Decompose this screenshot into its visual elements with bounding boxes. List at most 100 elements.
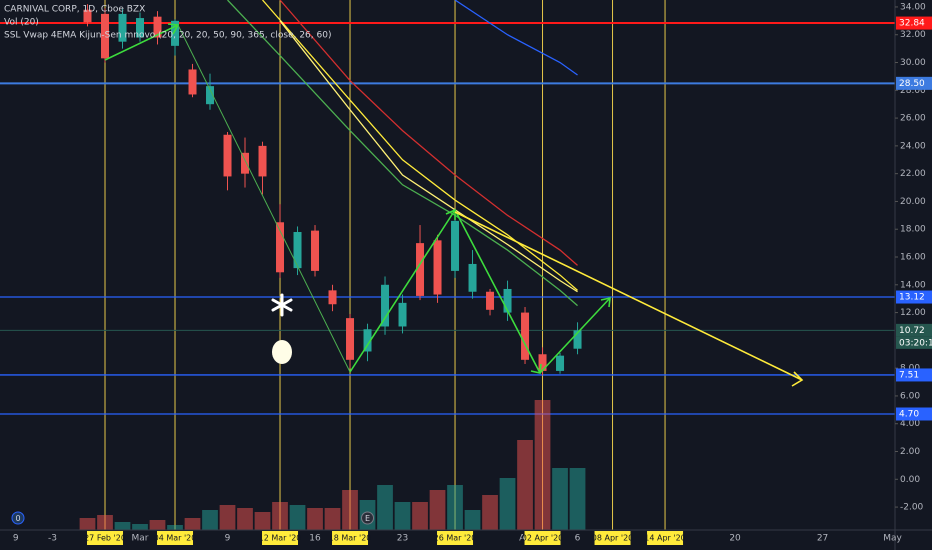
volume-bar <box>324 508 341 530</box>
indicator-line <box>262 0 578 291</box>
x-tick-label: Mar <box>132 534 149 544</box>
volume-bar <box>237 508 253 530</box>
volume-bar <box>289 505 306 530</box>
y-tick-label: 32.00 <box>900 30 926 40</box>
volume-bar <box>272 502 288 530</box>
countdown-label: 03:20:13 <box>899 338 932 348</box>
volume-bar <box>342 490 358 530</box>
x-tick-highlight <box>524 531 561 545</box>
candle-body <box>223 134 232 177</box>
indicator-label: Vol (20) <box>4 18 39 28</box>
x-tick-label: 02 Apr '20 <box>522 534 563 543</box>
indicator-line <box>227 0 578 307</box>
volume-bar <box>534 400 551 530</box>
volume-bar <box>184 518 201 530</box>
price-tag-label: 32.84 <box>899 19 925 29</box>
price-tag-label: 13.12 <box>899 293 925 303</box>
candle-body <box>118 13 127 42</box>
candle-body <box>346 318 355 360</box>
candle-body <box>363 329 372 352</box>
candle-body <box>136 18 145 38</box>
x-tick-label: -3 <box>48 534 57 544</box>
x-tick-label: May <box>883 534 902 544</box>
volume-bar <box>114 522 131 530</box>
countdown-tag <box>896 336 932 349</box>
trend-arrow <box>104 24 179 61</box>
candle-body <box>521 312 530 360</box>
volume-bar <box>149 520 166 530</box>
x-tick-highlight <box>437 531 474 545</box>
x-tick-label: 16 <box>309 534 321 544</box>
indicator-line <box>454 0 578 76</box>
x-tick-highlight <box>262 531 299 545</box>
x-tick-label: 23 <box>397 534 408 544</box>
x-tick-label: 26 Mar '20 <box>434 534 477 543</box>
y-tick-label: 12.00 <box>900 308 926 318</box>
x-tick-highlight <box>332 531 369 545</box>
x-tick-highlight <box>647 531 684 545</box>
event-marker <box>11 511 25 525</box>
mid-layer <box>83 0 582 376</box>
volume-bar <box>202 510 218 530</box>
volume-bar <box>377 485 393 530</box>
price-tag-label: 28.50 <box>899 79 925 89</box>
x-tick-label: 08 Apr '20 <box>592 534 633 543</box>
x-tick-label: 27 Feb '20 <box>84 534 126 543</box>
x-tick-highlight <box>87 531 124 545</box>
x-tick-label: 20 <box>729 534 741 544</box>
candle-body <box>556 355 565 371</box>
x-tick-highlight <box>594 531 631 545</box>
event-marker-label: 0 <box>15 514 20 523</box>
volume-bar <box>79 518 96 530</box>
volume-bar <box>429 490 446 530</box>
x-tick-highlight <box>157 531 194 545</box>
projection-line <box>454 211 803 381</box>
candle-body <box>293 232 302 269</box>
trend-arrow <box>349 209 456 373</box>
drawings <box>104 23 804 387</box>
volume-bar <box>447 485 463 530</box>
y-tick-label: -2.00 <box>900 503 924 513</box>
volume-bar <box>97 515 113 530</box>
arrow-head <box>600 296 611 308</box>
candle-body <box>573 330 582 349</box>
y-tick-label: 34.00 <box>900 2 926 12</box>
y-tick-label: 24.00 <box>900 141 926 151</box>
volume-bar <box>394 502 411 530</box>
volume-bar <box>254 512 271 530</box>
x-tick-label: 6 <box>575 534 581 544</box>
candle-body <box>503 288 512 313</box>
candle-body <box>276 222 285 273</box>
y-tick-label: 20.00 <box>900 197 926 207</box>
candle-body <box>433 240 442 295</box>
price-tag <box>896 407 932 421</box>
price-tag <box>896 290 932 304</box>
y-tick-label: 4.00 <box>900 419 920 429</box>
back-layer <box>0 0 895 530</box>
volume-bar <box>499 478 516 530</box>
candle-body <box>101 13 110 59</box>
circle-marker <box>272 340 292 364</box>
chart-title: CARNIVAL CORP, 1D, Cboe BZX <box>4 5 145 15</box>
y-tick-label: 0.00 <box>900 475 920 485</box>
volume-bar <box>517 440 533 530</box>
candle-body <box>171 20 180 46</box>
indicator-line <box>279 0 578 266</box>
price-tag <box>896 76 932 90</box>
candle-body <box>398 302 407 327</box>
volume-bar <box>132 524 148 530</box>
price-tag-label: 7.51 <box>899 370 919 380</box>
volume-bar <box>412 502 428 530</box>
volume-bar <box>552 468 568 530</box>
arrow-head <box>791 371 804 387</box>
price-tag-label: 4.70 <box>899 409 919 419</box>
x-tick-label: 14 Apr '20 <box>644 534 685 543</box>
volume-bar <box>464 510 481 530</box>
candle-body <box>486 291 495 310</box>
price-tag <box>896 16 932 30</box>
volume-bar <box>482 495 498 530</box>
candle-body <box>83 9 92 23</box>
trend-arrow <box>454 209 541 374</box>
